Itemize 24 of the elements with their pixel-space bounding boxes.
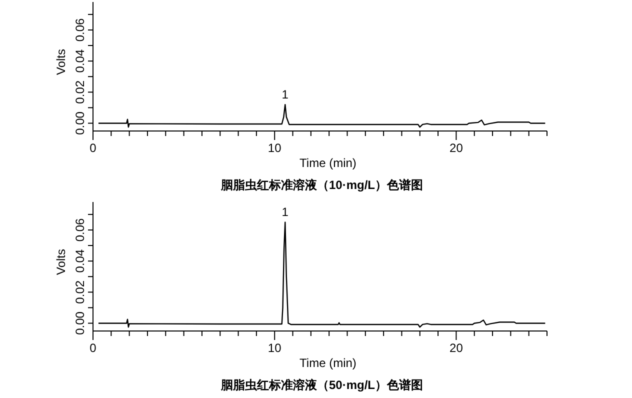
x-tick-label: 20 [450,341,464,355]
y-tick-label: 0.00 [73,111,87,135]
line-series [98,222,546,328]
x-axis-title: Time (min) [300,356,356,370]
x-axis-title: Time (min) [300,156,356,170]
annotation: 1 [282,205,289,220]
text: 胭脂虫红标准溶液（50·mg/L）色谱图 [220,378,424,392]
x-tick-label: 10 [268,341,282,355]
x-tick-label: 0 [90,141,97,155]
x-tick-label: 0 [90,341,97,355]
line-series [98,104,546,128]
y-axis-title: Volts [54,48,68,76]
y-tick-label: 0.02 [73,80,87,104]
y-tick-label: 0.06 [73,218,87,242]
y-tick-label: 0.06 [73,18,87,42]
annotation: 1 [282,88,289,102]
y-tick-label: 0.04 [73,249,87,273]
x-tick-label: 20 [450,141,464,155]
text: 胭脂虫红标准溶液（10·mg/L）色谱图 [220,178,424,192]
x-tick-label: 10 [268,141,282,155]
y-tick-label: 0.02 [73,280,87,304]
y-tick-label: 0.00 [73,311,87,335]
y-axis-title: Volts [54,248,68,276]
y-tick-label: 0.04 [73,49,87,73]
